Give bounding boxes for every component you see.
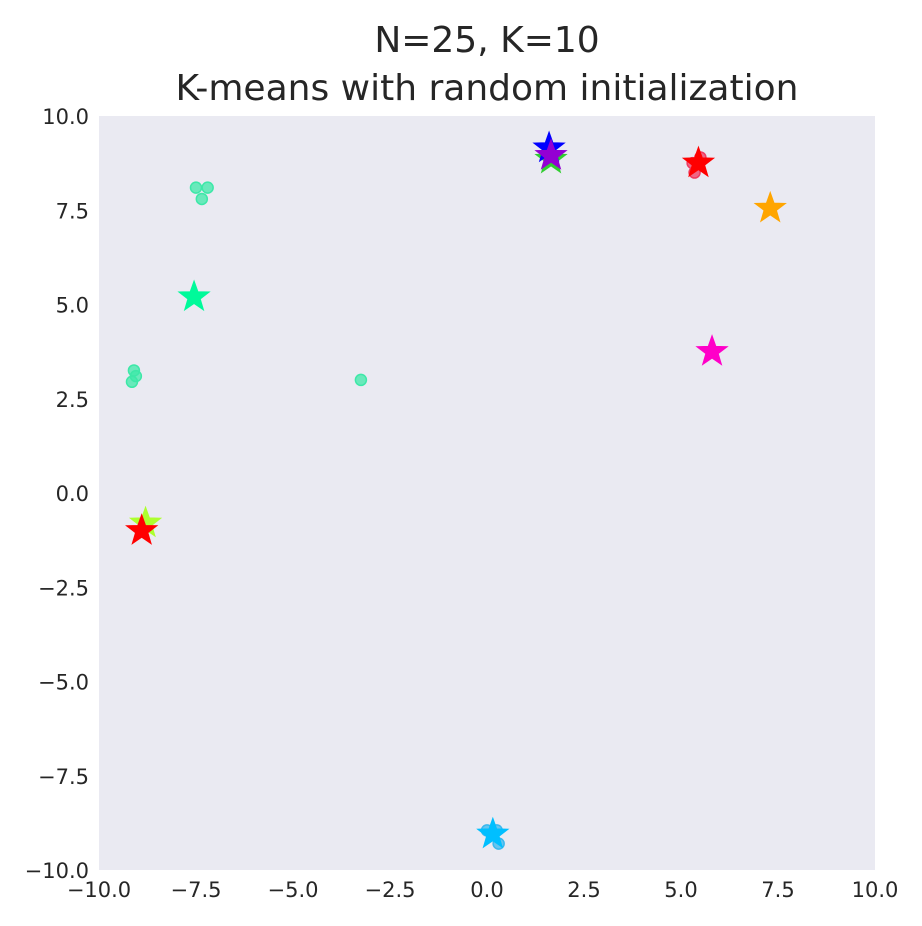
chart-title-line-2: K-means with random initialization: [176, 68, 799, 109]
y-axis-ticks: −10.0 −7.5 −5.0 −2.5 0.0 2.5 5.0 7.5 10.0: [25, 105, 89, 883]
data-point-0: [189, 181, 203, 194]
centroid-star-2: [125, 513, 159, 545]
y-tick-label: 5.0: [56, 294, 89, 318]
data-point-2: [195, 192, 209, 206]
y-tick-label: 10.0: [42, 105, 89, 129]
x-tick-label: 2.5: [567, 878, 600, 902]
centroid-star-8: [695, 334, 729, 366]
data-point-5: [125, 375, 139, 389]
y-tick-label: −10.0: [25, 859, 89, 883]
x-tick-label: −5.0: [268, 878, 319, 902]
centroid-star-6: [681, 145, 716, 178]
y-tick-label: 7.5: [56, 199, 89, 223]
centroid-star-0: [177, 279, 211, 312]
x-tick-label: −7.5: [171, 878, 222, 902]
x-axis-ticks: −10.0 −7.5 −5.0 −2.5 0.0 2.5 5.0 7.5 10.0: [67, 878, 899, 902]
x-tick-label: −10.0: [67, 878, 131, 902]
plot-area: [99, 116, 875, 870]
x-tick-label: 5.0: [664, 878, 697, 902]
data-point-1: [201, 181, 214, 194]
x-tick-label: 10.0: [852, 878, 899, 902]
centroid-star-5: [534, 138, 568, 170]
data-point-6: [354, 373, 368, 387]
x-tick-label: −2.5: [365, 878, 416, 902]
x-tick-label: 0.0: [470, 878, 503, 902]
x-tick-label: 7.5: [761, 878, 794, 902]
chart-title-line-1: N=25, K=10: [374, 20, 599, 61]
centroid-star-7: [753, 190, 787, 223]
centroids-layer: [125, 130, 787, 849]
centroid-star-9: [476, 816, 510, 849]
y-tick-label: −5.0: [38, 671, 89, 695]
y-tick-label: −2.5: [38, 576, 89, 600]
y-tick-label: 2.5: [56, 388, 89, 412]
y-tick-label: −7.5: [38, 765, 89, 789]
y-tick-label: 0.0: [56, 482, 89, 506]
